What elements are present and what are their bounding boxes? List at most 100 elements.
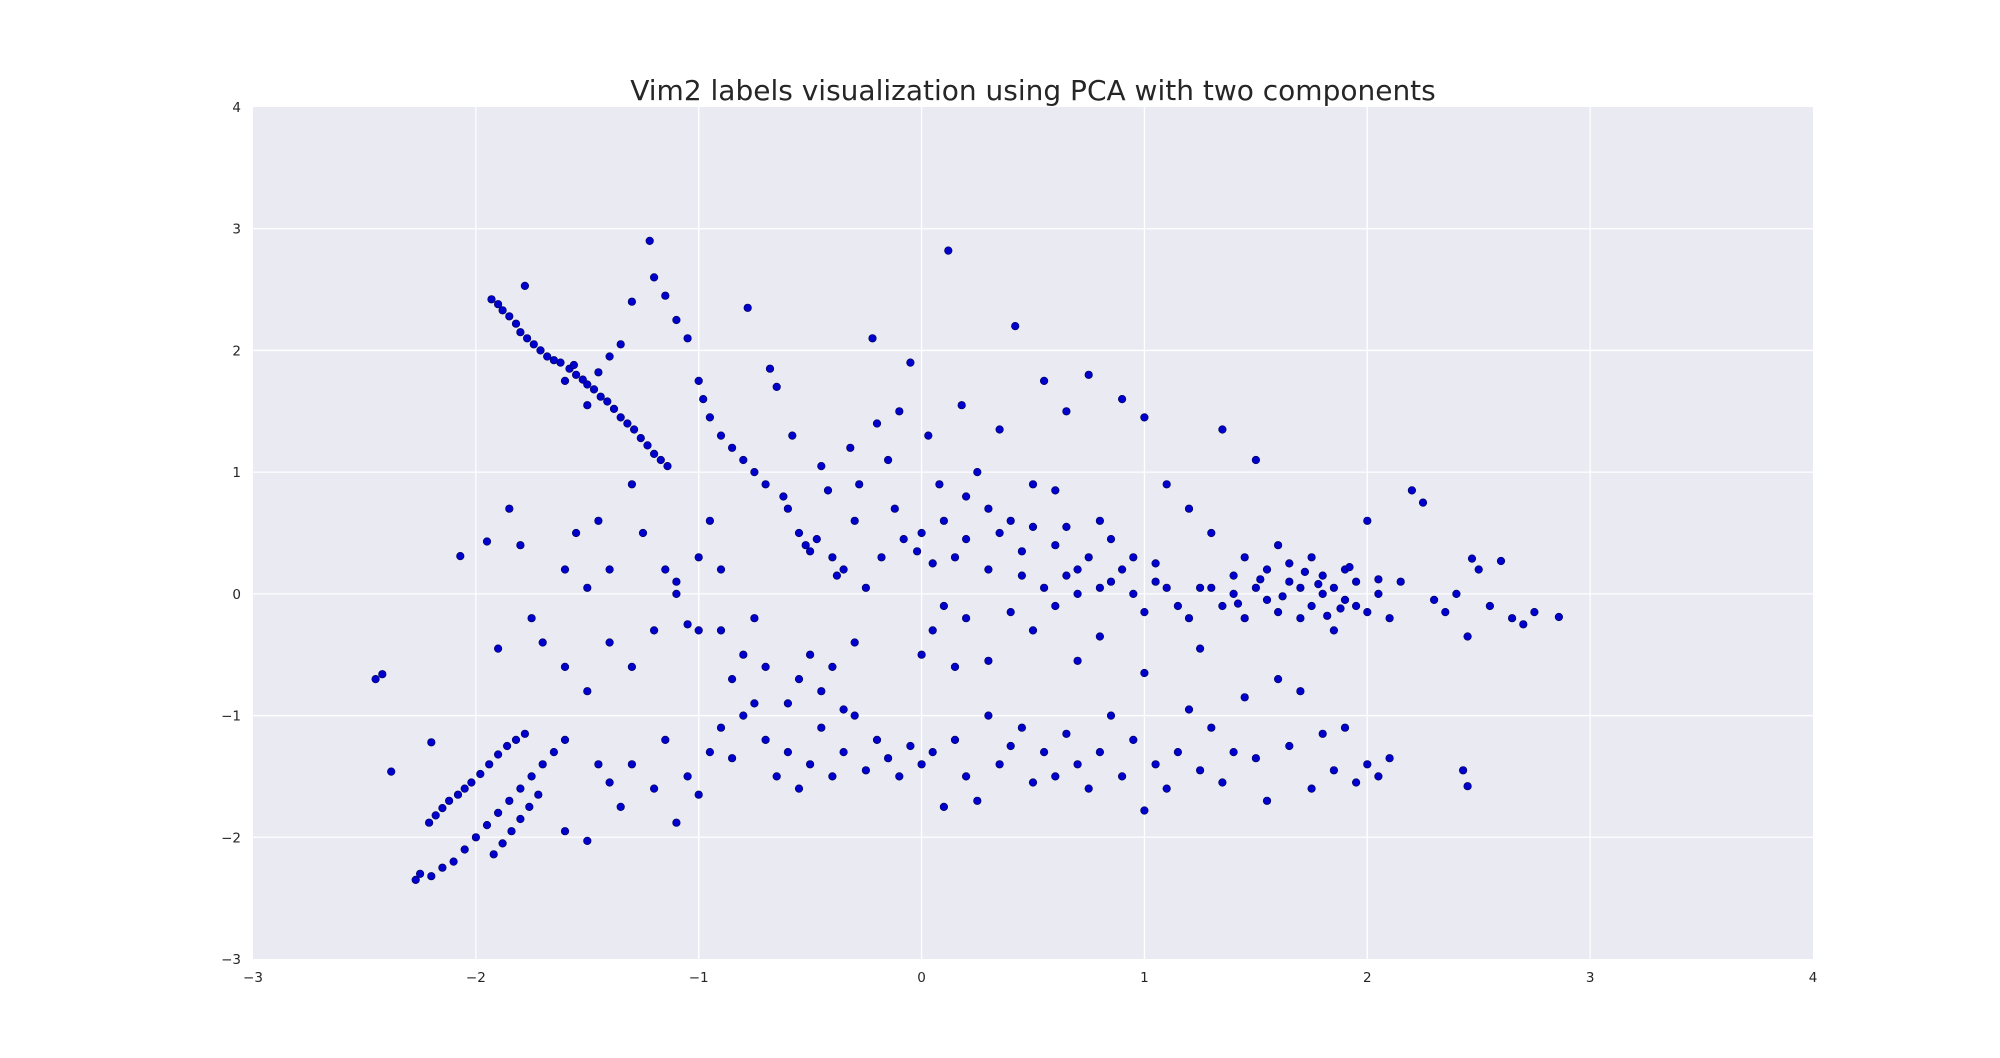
data-point: [1345, 562, 1354, 572]
data-point: [609, 404, 619, 414]
x-tick-label: −2: [466, 970, 486, 986]
data-point: [973, 796, 982, 805]
data-point: [596, 392, 605, 401]
data-point: [928, 747, 937, 757]
data-point: [761, 735, 770, 745]
data-point: [961, 492, 971, 501]
data-point: [1006, 741, 1015, 751]
data-point: [783, 504, 793, 513]
data-point: [1140, 668, 1149, 678]
x-tick-label: 2: [1363, 970, 1372, 986]
data-point: [1162, 784, 1171, 793]
y-tick-label: 4: [232, 100, 241, 116]
grid-lines: [253, 107, 1813, 959]
data-point: [505, 312, 514, 321]
data-point: [534, 790, 543, 799]
data-point: [538, 760, 547, 769]
data-point: [1374, 589, 1383, 599]
data-point: [1329, 626, 1338, 635]
data-point: [560, 735, 570, 745]
data-point: [1129, 735, 1138, 745]
data-point: [839, 565, 848, 574]
data-point: [1273, 541, 1283, 550]
data-point: [1073, 565, 1082, 574]
data-point: [605, 352, 614, 361]
data-point: [801, 541, 810, 550]
data-point: [560, 662, 570, 672]
data-point: [1039, 376, 1049, 386]
data-point: [1184, 504, 1194, 513]
data-point: [1441, 607, 1450, 617]
data-point: [520, 729, 530, 738]
data-point: [1106, 711, 1116, 720]
data-point: [1195, 766, 1205, 775]
data-point: [1262, 796, 1272, 805]
data-point: [1140, 607, 1149, 617]
data-point: [583, 380, 592, 389]
data-point: [1073, 760, 1082, 769]
data-point: [895, 407, 904, 416]
data-point: [1429, 595, 1439, 605]
data-point: [638, 528, 648, 538]
data-point: [694, 376, 703, 386]
data-point: [1195, 644, 1205, 653]
data-point: [839, 705, 848, 714]
data-point: [683, 620, 692, 629]
data-point: [716, 723, 726, 732]
data-point: [1140, 806, 1149, 815]
data-point: [649, 626, 659, 635]
data-point: [661, 291, 670, 300]
data-point: [1062, 571, 1071, 580]
data-point: [750, 614, 759, 623]
data-point: [765, 364, 775, 373]
data-point: [416, 869, 425, 878]
data-point: [961, 534, 971, 544]
data-point: [485, 760, 494, 769]
data-point: [694, 790, 703, 799]
data-point: [1051, 772, 1060, 781]
data-point: [1062, 407, 1071, 416]
data-point: [1318, 589, 1327, 599]
data-point: [957, 401, 966, 410]
data-point: [1129, 589, 1138, 599]
data-point: [507, 827, 516, 836]
data-point: [627, 480, 637, 489]
data-point: [1385, 614, 1394, 623]
data-point: [605, 778, 614, 787]
data-point: [1218, 778, 1227, 787]
data-point: [1285, 741, 1294, 751]
data-point: [482, 820, 492, 830]
data-point: [629, 425, 639, 434]
data-point: [1262, 595, 1272, 605]
data-point: [498, 306, 507, 315]
data-point: [1318, 729, 1327, 738]
data-point: [828, 772, 837, 781]
data-point: [616, 802, 625, 812]
y-tick-label: −1: [221, 709, 241, 725]
data-point: [649, 273, 659, 282]
data-point: [571, 528, 581, 538]
data-point: [961, 772, 971, 781]
y-tick-label: −3: [221, 952, 241, 968]
data-point: [511, 319, 521, 328]
data-point: [1117, 565, 1127, 574]
plot-area: [253, 107, 1813, 959]
data-point: [805, 760, 815, 769]
data-point: [1329, 766, 1338, 775]
data-point: [656, 455, 665, 465]
data-point: [694, 553, 703, 562]
data-point: [1151, 577, 1160, 586]
data-point: [995, 760, 1004, 769]
data-point: [649, 449, 659, 459]
data-point: [928, 626, 937, 635]
data-point: [877, 553, 886, 562]
data-point: [850, 516, 859, 525]
data-point: [627, 760, 637, 769]
data-point: [883, 754, 893, 763]
data-point: [828, 662, 837, 672]
data-point: [828, 553, 837, 562]
data-point: [839, 747, 848, 757]
data-point: [1554, 612, 1563, 622]
data-point: [1011, 322, 1020, 331]
data-point: [1363, 760, 1372, 769]
